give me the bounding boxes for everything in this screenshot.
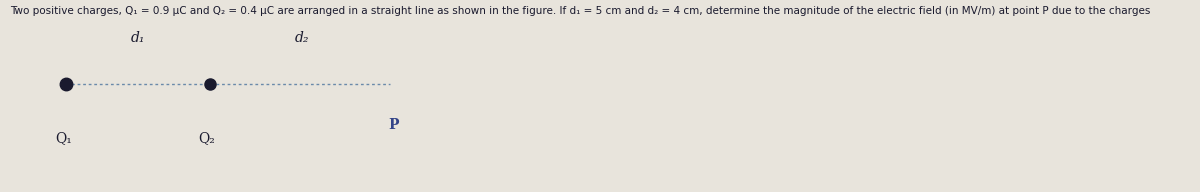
Text: d₂: d₂ [295,31,310,45]
Text: Q₂: Q₂ [198,131,215,145]
Text: d₁: d₁ [131,31,145,45]
Text: Two positive charges, Q₁ = 0.9 μC and Q₂ = 0.4 μC are arranged in a straight lin: Two positive charges, Q₁ = 0.9 μC and Q₂… [10,6,1150,16]
Text: Q₁: Q₁ [55,131,72,145]
Text: P: P [389,118,398,132]
